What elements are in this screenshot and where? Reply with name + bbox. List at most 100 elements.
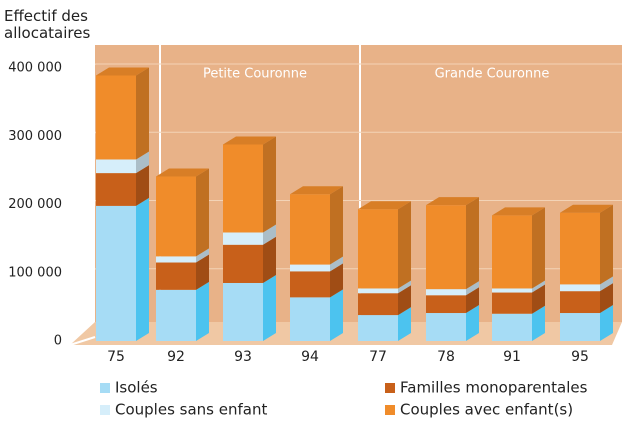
bar-segment [223,144,263,233]
bar-top [96,67,149,76]
bar-side [330,289,343,341]
bar-segment [290,264,330,272]
bar-top [358,201,411,210]
group-label: Petite Couronne [203,67,307,82]
bar-segment [492,292,532,314]
bar-side [532,207,545,289]
bar-side [398,280,411,294]
x-tick-label: 95 [571,349,589,365]
x-tick-label: 94 [301,349,319,365]
bar-top [156,168,209,177]
legend-label: Familles monoparentales [400,379,588,397]
bar-segment [96,159,136,174]
legend-label: Couples sans enfant [115,401,267,419]
bar-segment [223,232,263,245]
bar-side [196,281,209,341]
grid-line [69,199,96,210]
bar-segment [290,271,330,298]
bar-side [263,224,276,245]
bar-segment [358,315,398,341]
bar-side [136,151,149,174]
bar-top [492,207,545,216]
bar-side [330,256,343,272]
bar-segment [560,284,600,292]
bar-side [398,307,411,341]
x-tick-label: 78 [437,349,455,365]
bar-segment [492,215,532,289]
bar-side [330,263,343,298]
x-tick-label: 77 [369,349,387,365]
bar-segment [223,282,263,341]
bar-segment [96,205,136,341]
bar-side [398,285,411,316]
grid-line [69,336,96,346]
bar-side [196,254,209,290]
bar-side [136,165,149,206]
bar-segment [156,176,196,257]
bar-segment [358,209,398,289]
bar-side [600,283,613,314]
bar-side [398,201,411,289]
bar-side [600,204,613,285]
bar-top [560,204,613,213]
legend-label: Isolés [115,379,158,397]
bar-side [532,280,545,293]
bar-segment [156,262,196,290]
legend-label: Couples avec enfant(s) [400,401,573,419]
group-label: Grande Couronne [435,67,550,82]
legend-swatch [100,383,110,393]
bar-segment [96,173,136,206]
bar-side [532,305,545,341]
y-tick-label: 200 000 [8,197,62,212]
bar-side [330,186,343,265]
bar-side [196,168,209,257]
bar-segment [426,289,466,296]
x-tick-label: 93 [234,349,252,365]
bar-segment [290,194,330,265]
bar-side [136,67,149,160]
bar-segment [560,313,600,341]
bar-segment [290,297,330,341]
bar-side [263,274,276,341]
bar-side [466,281,479,296]
bar-segment [96,75,136,160]
legend-swatch [385,405,395,415]
bar-segment [223,244,263,283]
y-tick-label: 300 000 [8,129,62,144]
bar-top [223,136,276,145]
x-tick-label: 92 [167,349,185,365]
bar-segment [156,256,196,263]
bar-top [426,197,479,206]
bar-side [466,305,479,341]
grid-line [69,63,96,73]
x-tick-label: 75 [107,349,125,365]
bar-side [600,305,613,341]
bar-segment [492,288,532,293]
legend-swatch [385,383,395,393]
bar-side [136,197,149,341]
bar-side [263,136,276,233]
bar-segment [426,295,466,314]
bar-side [466,287,479,314]
y-tick-label: 400 000 [8,61,62,76]
bar-segment [426,313,466,341]
bar-side [532,284,545,314]
bar-segment [358,288,398,294]
bar-segment [492,313,532,341]
bar-top [290,186,343,195]
y-tick-label: 100 000 [8,265,62,280]
grid-line [69,131,96,142]
bar-side [600,276,613,292]
y-axis-title: Effectif des allocataires [4,7,91,42]
bar-segment [156,289,196,341]
bar-side [263,236,276,283]
bar-segment [560,212,600,285]
bar-side [466,197,479,290]
legend-swatch [100,405,110,415]
bar-segment [426,205,466,290]
grid-line [69,267,96,278]
bar-segment [358,293,398,316]
bar-segment [560,291,600,314]
